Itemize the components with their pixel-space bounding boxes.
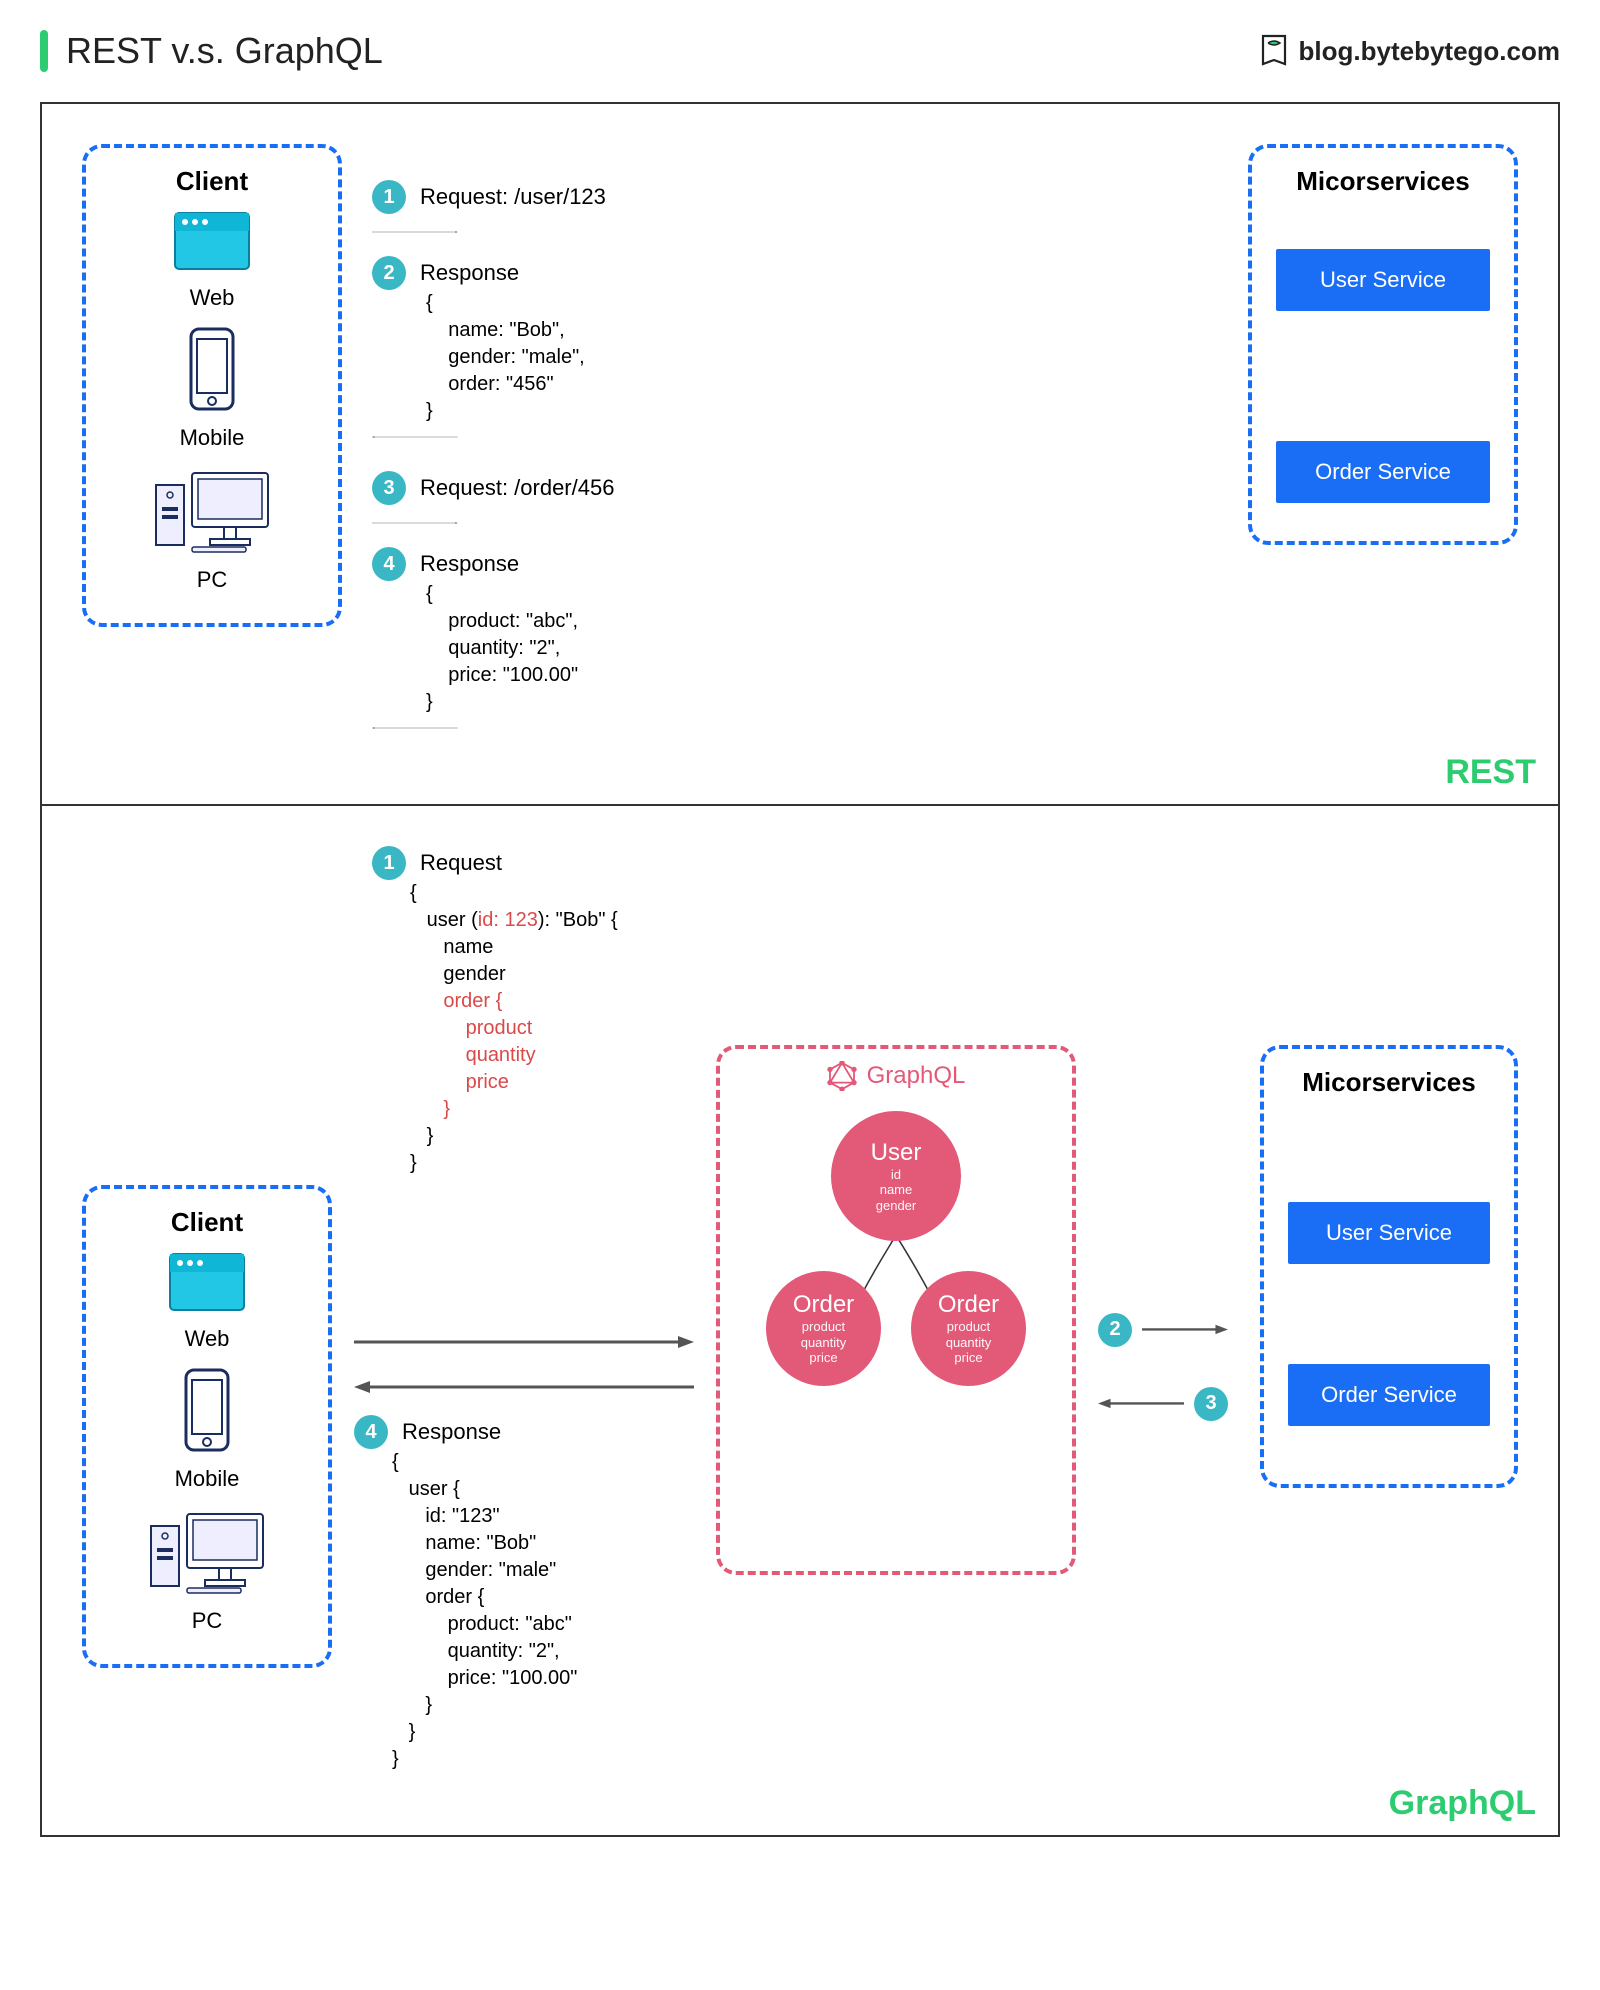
gql-resp-label: Response	[402, 1419, 501, 1445]
rest-ms-box: Micorservices User Service Order Service	[1248, 144, 1518, 545]
gql-step-4-badge: 4	[354, 1415, 388, 1449]
arrow-right-icon	[1142, 1324, 1228, 1335]
order-node-1: Order product quantity price	[766, 1271, 881, 1386]
brand-text: blog.bytebytego.com	[1299, 36, 1560, 67]
graphql-icon	[827, 1061, 857, 1091]
device-web: Web	[185, 1326, 230, 1352]
user-service: User Service	[1276, 249, 1490, 311]
rest-resp2-body: { product: "abc", quantity: "2", price: …	[372, 581, 1218, 716]
arrow-left-icon	[354, 1380, 694, 1394]
rest-resp1-label: Response	[420, 260, 519, 286]
rest-resp1-body: { name: "Bob", gender: "male", order: "4…	[372, 290, 1218, 425]
gql-order-service: Order Service	[1288, 1364, 1490, 1426]
gql-center-box: GraphQL User id name gender Order produ	[716, 1045, 1076, 1575]
step-4-badge: 4	[372, 547, 406, 581]
device-pc: PC	[192, 1608, 223, 1634]
device-pc: PC	[197, 567, 228, 593]
gql-right: 2 3	[1098, 1045, 1518, 1488]
pc-icon	[152, 467, 272, 553]
rest-arrows: 1 Request: /user/123 2 Response { name: …	[372, 144, 1218, 752]
device-mobile: Mobile	[175, 1466, 240, 1492]
header: REST v.s. GraphQL blog.bytebytego.com	[40, 30, 1560, 72]
brand-icon	[1259, 34, 1289, 68]
rest-ms-title: Micorservices	[1276, 166, 1490, 197]
title-wrap: REST v.s. GraphQL	[40, 30, 383, 72]
web-icon	[173, 211, 251, 271]
step-2-badge: 2	[372, 256, 406, 290]
order-node-2: Order product quantity price	[911, 1271, 1026, 1386]
gql-client-box: Client Web Mobile	[82, 1185, 332, 1668]
gql-resp-body: { user { id: "123" name: "Bob" gender: "…	[354, 1449, 694, 1773]
gql-ms-title: Micorservices	[1288, 1067, 1490, 1098]
graphql-logo: GraphQL	[744, 1061, 1048, 1091]
device-mobile: Mobile	[180, 425, 245, 451]
step-3-badge: 3	[372, 471, 406, 505]
gql-client-arrows: 4 Response { user { id: "123" name: "Bob…	[354, 1185, 694, 1773]
user-node: User id name gender	[831, 1111, 961, 1241]
gql-ms-box: Micorservices User Service Order Service	[1260, 1045, 1518, 1488]
gql-req-label: Request	[420, 850, 502, 876]
rest-panel: Client Web Mobile	[40, 102, 1560, 806]
device-web: Web	[190, 285, 235, 311]
accent-bar	[40, 30, 48, 72]
rest-client-title: Client	[110, 166, 314, 197]
arrow-left-icon	[372, 436, 458, 438]
rest-req1: Request: /user/123	[420, 184, 606, 210]
gql-step-3-badge: 3	[1194, 1387, 1228, 1421]
step-1-badge: 1	[372, 180, 406, 214]
arrow-right-icon	[372, 231, 458, 233]
graphql-label: GraphQL	[1389, 1784, 1536, 1823]
gql-step-2-badge: 2	[1098, 1313, 1132, 1347]
gql-center-label: GraphQL	[867, 1062, 966, 1090]
graphql-panel: 1 Request { user (id: 123): "Bob" { name…	[40, 806, 1560, 1837]
rest-resp2-label: Response	[420, 551, 519, 577]
pc-icon	[147, 1508, 267, 1594]
gql-step-1-badge: 1	[372, 846, 406, 880]
gql-client-title: Client	[110, 1207, 304, 1238]
mobile-icon	[189, 327, 235, 411]
arrow-right-icon	[354, 1335, 694, 1349]
rest-req2: Request: /order/456	[420, 475, 614, 501]
order-service: Order Service	[1276, 441, 1490, 503]
gql-user-service: User Service	[1288, 1202, 1490, 1264]
web-icon	[168, 1252, 246, 1312]
mobile-icon	[184, 1368, 230, 1452]
arrow-right-icon	[372, 522, 458, 524]
arrow-left-icon	[1098, 1398, 1184, 1409]
arrow-left-icon	[372, 727, 458, 729]
page-title: REST v.s. GraphQL	[66, 30, 383, 72]
rest-label: REST	[1445, 753, 1536, 792]
brand: blog.bytebytego.com	[1259, 34, 1560, 68]
rest-client-box: Client Web Mobile	[82, 144, 342, 627]
